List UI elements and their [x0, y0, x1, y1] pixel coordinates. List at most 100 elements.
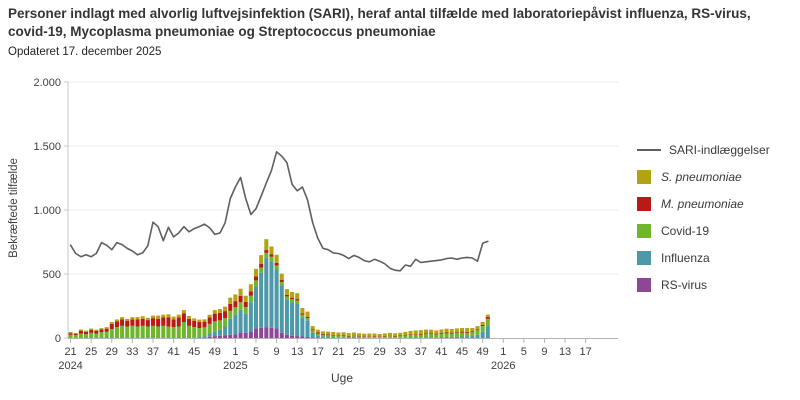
- legend-item-m-pneumoniae[interactable]: M. pneumoniae: [637, 190, 770, 217]
- bar-segment-S. pneumoniae: [109, 322, 114, 324]
- bar-segment-M. pneumoniae: [429, 333, 434, 335]
- bar-segment-M. pneumoniae: [320, 333, 325, 335]
- bar-segment-Influenza: [429, 337, 434, 338]
- bar-segment-Covid-19: [485, 318, 490, 327]
- bar-segment-M. pneumoniae: [176, 317, 181, 327]
- x-tick-label: 45: [456, 346, 468, 358]
- bar-segment-S. pneumoniae: [480, 322, 485, 325]
- bar-segment-S. pneumoniae: [449, 329, 454, 333]
- bar-segment-RS-virus: [264, 327, 269, 338]
- bar-segment-M. pneumoniae: [187, 318, 192, 326]
- bar-segment-M. pneumoniae: [418, 333, 423, 335]
- legend-item-covid19[interactable]: Covid-19: [637, 217, 770, 244]
- bar-segment-M. pneumoniae: [393, 335, 398, 337]
- bar-segment-Covid-19: [382, 336, 387, 338]
- bar-segment-M. pneumoniae: [336, 335, 341, 336]
- bar-segment-S. pneumoniae: [228, 297, 233, 304]
- bar-segment-Influenza: [217, 329, 222, 336]
- bar-segment-Covid-19: [89, 332, 94, 338]
- bar-segment-Covid-19: [418, 334, 423, 338]
- bar-segment-Covid-19: [233, 307, 238, 315]
- bar-segment-Influenza: [331, 336, 336, 338]
- bar-segment-S. pneumoniae: [269, 246, 274, 255]
- bar-segment-S. pneumoniae: [408, 330, 413, 335]
- bar-segment-M. pneumoniae: [253, 276, 259, 281]
- bar-segment-Influenza: [454, 336, 459, 338]
- bar-segment-M. pneumoniae: [114, 321, 119, 328]
- bar-segment-Influenza: [284, 299, 289, 335]
- bar-segment-RS-virus: [233, 334, 238, 338]
- bar-segment-Covid-19: [259, 267, 264, 273]
- bar-segment-S. pneumoniae: [357, 333, 362, 337]
- bar-segment-Influenza: [315, 335, 320, 338]
- bar-segment-S. pneumoniae: [84, 330, 89, 332]
- bar-segment-Covid-19: [187, 325, 192, 338]
- bar-segment-S. pneumoniae: [135, 317, 140, 320]
- legend-label: M. pneumoniae: [661, 196, 744, 211]
- bar-segment-Covid-19: [357, 336, 362, 338]
- x-tick-label: 9: [541, 346, 547, 358]
- bar-segment-S. pneumoniae: [362, 333, 367, 337]
- legend-item-s-pneumoniae[interactable]: S. pneumoniae: [637, 163, 770, 190]
- x-tick-label: 1: [500, 346, 506, 358]
- bar-segment-RS-virus: [485, 337, 490, 338]
- bar-segment-Covid-19: [99, 332, 104, 338]
- chart-legend: SARI-indlæggelser S. pneumoniae M. pneum…: [637, 136, 770, 298]
- x-tick-label: 41: [167, 346, 179, 358]
- bar-segment-M. pneumoniae: [331, 335, 336, 336]
- bar-segment-Influenza: [413, 337, 418, 338]
- bar-segment-S. pneumoniae: [94, 329, 99, 331]
- page-title: Personer indlagt med alvorlig luftvejsin…: [8, 6, 751, 39]
- bar-segment-S. pneumoniae: [279, 273, 284, 281]
- bar-segment-S. pneumoniae: [413, 330, 418, 335]
- bar-segment-Covid-19: [346, 336, 351, 338]
- bar-segment-Covid-19: [362, 336, 367, 338]
- sari-admissions-line: [69, 151, 489, 272]
- bar-segment-Covid-19: [300, 314, 305, 318]
- bar-segment-RS-virus: [310, 337, 315, 338]
- bar-segment-Covid-19: [197, 328, 202, 337]
- legend-item-sari[interactable]: SARI-indlæggelser: [637, 136, 770, 163]
- bar-segment-M. pneumoniae: [197, 321, 202, 329]
- bar-segment-M. pneumoniae: [444, 332, 449, 334]
- x-tick-label: 5: [521, 346, 527, 358]
- bar-segment-Covid-19: [135, 326, 140, 338]
- influenza-swatch-icon: [637, 250, 651, 265]
- bar-segment-M. pneumoniae: [377, 336, 382, 337]
- bar-segment-S. pneumoniae: [130, 317, 135, 320]
- bar-segment-M. pneumoniae: [274, 262, 279, 266]
- bar-segment-RS-virus: [212, 336, 217, 338]
- x-tick-label: 49: [477, 346, 489, 358]
- bar-segment-M. pneumoniae: [403, 335, 408, 336]
- bar-segment-Influenza: [393, 337, 398, 339]
- bar-segment-Covid-19: [475, 330, 480, 335]
- bar-segment-M. pneumoniae: [449, 332, 454, 334]
- x-tick-label: 41: [435, 346, 447, 358]
- bar-segment-Covid-19: [465, 332, 470, 337]
- bar-segment-Covid-19: [279, 281, 284, 286]
- bar-segment-Covid-19: [480, 326, 485, 332]
- bar-segment-RS-virus: [243, 332, 248, 338]
- bar-segment-RS-virus: [300, 336, 305, 338]
- bar-segment-M. pneumoniae: [341, 335, 346, 337]
- bar-segment-Influenza: [367, 337, 372, 339]
- x-tick-label: 5: [253, 346, 259, 358]
- bar-segment-S. pneumoniae: [233, 294, 238, 302]
- bar-segment-M. pneumoniae: [434, 333, 439, 335]
- bar-segment-M. pneumoniae: [243, 301, 248, 308]
- bar-segment-Covid-19: [192, 327, 197, 338]
- bar-segment-M. pneumoniae: [248, 291, 253, 296]
- bar-segment-Covid-19: [145, 326, 150, 338]
- bar-segment-M. pneumoniae: [223, 311, 228, 319]
- bar-segment-M. pneumoniae: [192, 320, 197, 328]
- bar-segment-RS-virus: [295, 336, 300, 338]
- legend-item-influenza[interactable]: Influenza: [637, 244, 770, 271]
- bar-segment-M. pneumoniae: [145, 320, 150, 327]
- legend-item-rs-virus[interactable]: RS-virus: [637, 271, 770, 298]
- bar-segment-Influenza: [223, 326, 228, 336]
- bar-segment-Influenza: [295, 303, 300, 337]
- bar-segment-M. pneumoniae: [475, 329, 480, 331]
- bar-segment-S. pneumoniae: [140, 316, 145, 319]
- bar-segment-Influenza: [408, 337, 413, 338]
- bar-segment-M. pneumoniae: [171, 319, 176, 328]
